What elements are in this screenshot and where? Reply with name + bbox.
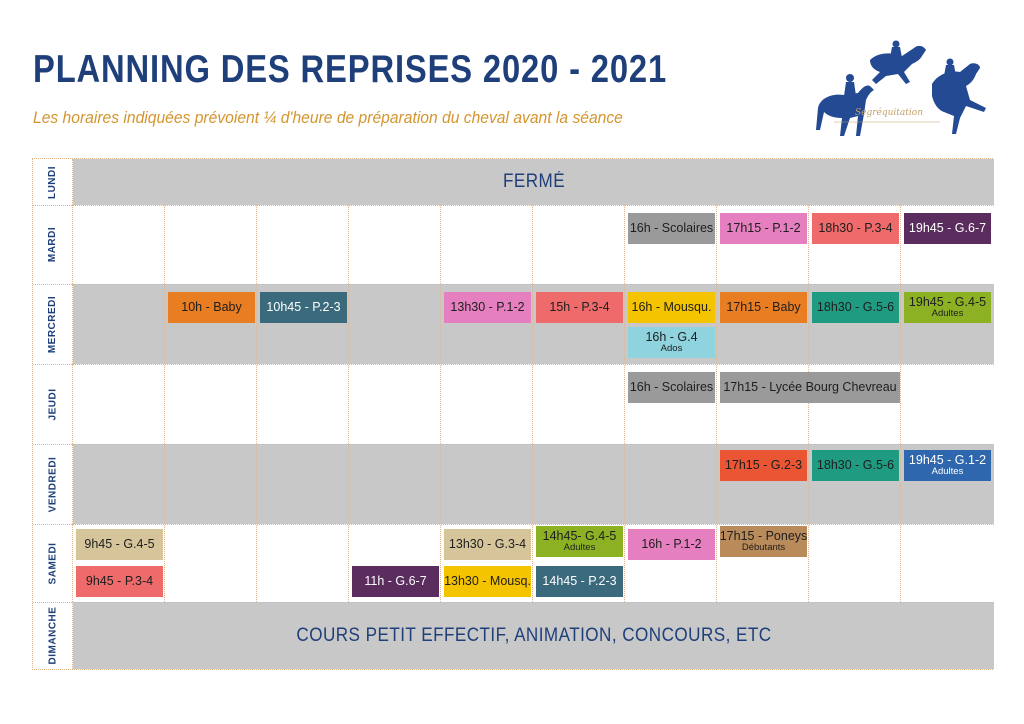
session-block: 17h15 - Baby (720, 292, 807, 323)
day-label-lundi: LUNDI (33, 159, 73, 205)
session-block: 16h - Scolaires (628, 213, 715, 244)
logo-text: Segréquitation (854, 108, 923, 118)
column-divider (900, 205, 901, 602)
session-block: 16h - G.4 Ados (628, 327, 715, 358)
session-block: 16h - P.1-2 (628, 529, 715, 560)
banner-ferme: FERMÉ (502, 171, 566, 192)
session-block: 10h - Baby (168, 292, 255, 323)
session-block: 13h30 - G.3-4 (444, 529, 531, 560)
session-block: 19h45 - G.4-5 Adultes (904, 292, 991, 323)
row-vendredi: VENDREDI (33, 444, 994, 524)
session-block: 18h30 - G.5-6 (812, 450, 899, 481)
session-block: 14h45 - P.2-3 (536, 566, 623, 597)
day-label-jeudi: JEUDI (33, 364, 73, 444)
session-block: 13h30 - Mousq. (444, 566, 531, 597)
row-divider (33, 524, 994, 525)
day-label-mardi: MARDI (33, 205, 73, 284)
column-divider (532, 205, 533, 602)
day-label-mercredi: MERCREDI (33, 284, 73, 364)
session-block: 19h45 - G.6-7 (904, 213, 991, 244)
banner-dimanche: COURS PETIT EFFECTIF, ANIMATION, CONCOUR… (296, 624, 772, 646)
session-block: 17h15 - Poneys Débutants (720, 526, 807, 557)
column-divider (808, 205, 809, 602)
column-divider (164, 205, 165, 602)
session-block: 15h - P.3-4 (536, 292, 623, 323)
session-block: 18h30 - P.3-4 (812, 213, 899, 244)
column-divider (348, 205, 349, 602)
session-block: 10h45 - P.2-3 (260, 292, 347, 323)
session-block: 11h - G.6-7 (352, 566, 439, 597)
day-label-samedi: SAMEDI (33, 524, 73, 602)
session-block: 19h45 - G.1-2 Adultes (904, 450, 991, 481)
page-subtitle: Les horaires indiquées prévoient ¼ d'heu… (33, 108, 623, 127)
column-divider (440, 205, 441, 602)
row-divider (33, 602, 994, 603)
row-lundi: LUNDI FERMÉ (33, 159, 994, 205)
row-divider (33, 284, 994, 285)
row-divider (33, 364, 994, 365)
session-block: 16h - Scolaires (628, 372, 715, 403)
session-block: 9h45 - G.4-5 (76, 529, 163, 560)
session-block: 14h45- G.4-5 Adultes (536, 526, 623, 557)
session-block: 17h15 - P.1-2 (720, 213, 807, 244)
row-divider (33, 444, 994, 445)
session-block: 16h - Mousqu. (628, 292, 715, 323)
day-label-vendredi: VENDREDI (33, 444, 73, 524)
session-block: 18h30 - G.5-6 (812, 292, 899, 323)
column-divider (256, 205, 257, 602)
session-block: 13h30 - P.1-2 (444, 292, 531, 323)
column-divider (624, 205, 625, 602)
schedule-grid: LUNDI FERMÉ MARDI MERCREDI JEUDI VENDRED… (32, 158, 994, 670)
session-block: 9h45 - P.3-4 (76, 566, 163, 597)
day-label-dimanche: DIMANCHE (33, 602, 73, 669)
horse-riders-logo (816, 40, 986, 136)
row-dimanche: DIMANCHE COURS PETIT EFFECTIF, ANIMATION… (33, 602, 994, 669)
session-block: 17h15 - Lycée Bourg Chevreau (720, 372, 900, 403)
row-divider (33, 205, 994, 206)
column-divider (716, 205, 717, 602)
session-block: 17h15 - G.2-3 (720, 450, 807, 481)
page-title: PLANNING DES REPRISES 2020 - 2021 (33, 48, 668, 91)
